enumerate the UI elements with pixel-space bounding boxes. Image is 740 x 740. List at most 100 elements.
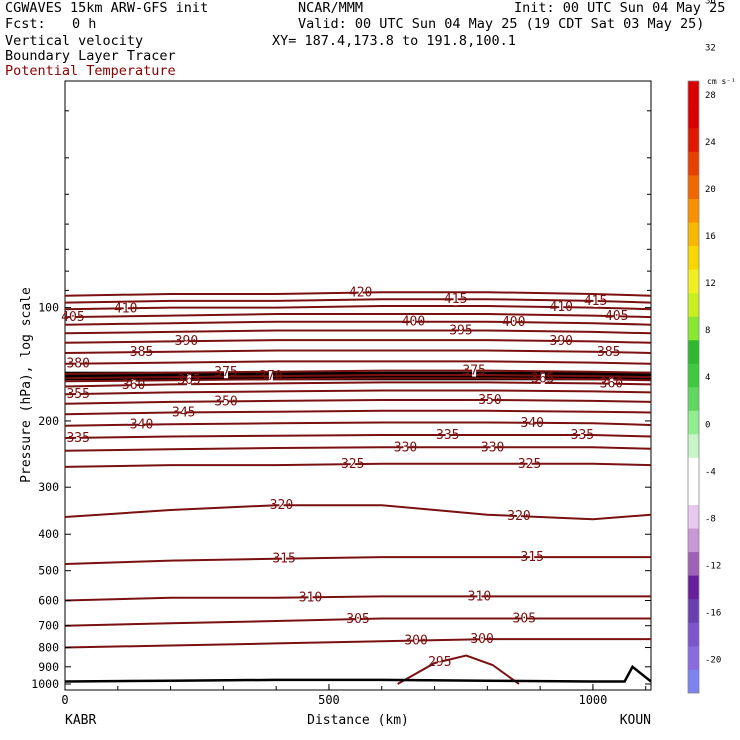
colorbar-swatch: [688, 245, 699, 270]
contour-label-400: 400: [502, 315, 525, 330]
contour-label-bg: [614, 310, 619, 323]
contour-label-bg: [437, 655, 442, 668]
contour-line-355: [64, 389, 652, 396]
model-title: CGWAVES 15km ARW-GFS init: [5, 0, 209, 16]
contour-line-395: [64, 329, 652, 335]
contour-line-305: [64, 617, 651, 627]
contour-label-360: 360: [122, 378, 145, 393]
cross-section-xy: XY= 187.4,173.8 to 191.8,100.1: [272, 33, 516, 49]
contour-label-390: 390: [175, 334, 198, 349]
contour-label-360: 360: [600, 377, 623, 392]
contour-label-bg: [458, 324, 463, 337]
contour-line-325: [64, 462, 652, 468]
contour-line-380: [64, 360, 652, 365]
colorbar-level-label: -8: [705, 514, 716, 524]
contour-label-345: 345: [172, 405, 195, 420]
y-axis-label: Pressure (hPa), log scale: [19, 287, 34, 483]
colorbar-level-label: 28: [705, 91, 716, 101]
contour-label-bg: [403, 441, 408, 454]
contour-label-315: 315: [272, 552, 295, 567]
contour-label-340: 340: [520, 416, 543, 431]
contour-label-410: 410: [114, 301, 137, 316]
contour-label-bg: [487, 394, 492, 407]
colorbar: -20 -16 -12 -8 -4 0 4 8 12 16 20 24 28 32 36: [687, 0, 721, 694]
contour-label-bg: [70, 311, 75, 324]
contour-label-bg: [224, 366, 229, 379]
colorbar-swatch: [688, 363, 699, 388]
theta-contours: 420 415 415 410 410 405 405 400 400 395 390 390 385 3…: [61, 286, 652, 685]
contour-label-bg: [559, 335, 564, 348]
contour-label-415: 415: [584, 294, 607, 309]
colorbar-level-label: 32: [705, 44, 716, 54]
colorbar-level-label: 24: [705, 138, 716, 148]
colorbar-swatch: [688, 292, 699, 317]
contour-line-350: [64, 399, 652, 405]
field-potential-temperature: Potential Temperature: [5, 63, 176, 79]
y-tick-label: 1000: [31, 677, 59, 691]
colorbar-swatch: [688, 645, 699, 670]
contour-label-bg: [540, 372, 545, 385]
contour-label-320: 320: [270, 498, 293, 513]
x-tick-label: 0: [61, 693, 68, 707]
contour-label-bg: [414, 634, 419, 647]
contour-label-310: 310: [468, 589, 491, 604]
contour-label-bg: [559, 301, 564, 314]
y-tick-label: 100: [38, 301, 59, 315]
contour-label-375: 375: [462, 364, 485, 379]
contour-label-bg: [580, 429, 585, 442]
colorbar-level-label: -16: [705, 609, 721, 619]
contour-line-385: [64, 349, 652, 354]
colorbar-swatch: [688, 222, 699, 247]
contour-line-295: [397, 654, 520, 685]
contour-label-325: 325: [518, 457, 541, 472]
forecast-hour: 0 h: [72, 16, 97, 32]
contour-label-415: 415: [444, 292, 467, 307]
contour-label-330: 330: [481, 440, 504, 455]
contour-line-330: [64, 446, 652, 452]
contour-label-395: 395: [449, 323, 472, 338]
colorbar-swatch: [688, 387, 699, 411]
org-label: NCAR/MMM: [298, 0, 364, 16]
contour-label-bg: [184, 335, 189, 348]
colorbar-swatch: [688, 669, 699, 694]
x-tick-label: 1000: [578, 693, 607, 707]
contour-label-bg: [609, 377, 614, 390]
contour-label-bg: [593, 295, 598, 308]
colorbar-swatch: [688, 269, 699, 294]
contour-label-405: 405: [61, 310, 84, 325]
contour-label-bg: [453, 293, 458, 306]
contour-label-bg: [527, 457, 532, 470]
colorbar-swatch: [688, 175, 699, 199]
colorbar-swatch: [688, 128, 699, 152]
contour-label-bg: [511, 316, 516, 329]
contour-label-bg: [530, 416, 535, 429]
endpoint-left: KABR: [65, 713, 96, 728]
colorbar-swatch: [688, 151, 699, 176]
contour-label-315: 315: [520, 550, 543, 565]
contour-label-325: 325: [341, 457, 364, 472]
contour-label-bg: [358, 286, 363, 299]
colorbar-swatch: [688, 504, 699, 529]
field-vertical-velocity: Vertical velocity: [5, 33, 144, 49]
y-tick-label: 300: [38, 480, 59, 494]
contour-label-bg: [472, 364, 477, 377]
colorbar-swatch: [688, 316, 699, 341]
contour-label-330: 330: [394, 440, 417, 455]
contour-label-355: 355: [66, 387, 89, 402]
contour-label-295: 295: [428, 655, 451, 670]
contour-line-320: [64, 504, 652, 521]
colorbar-level-label: -20: [705, 656, 721, 666]
contour-label-305: 305: [513, 612, 536, 627]
contour-line-415: [64, 298, 652, 304]
contour-label-bg: [477, 590, 482, 603]
colorbar-unit: cm s⁻¹: [707, 77, 736, 86]
colorbar-swatch: [688, 551, 699, 576]
colorbar-level-label: 12: [705, 279, 716, 289]
colorbar-level-label: 4: [705, 373, 710, 383]
contour-label-385: 385: [130, 345, 153, 360]
contour-label-365: 365: [177, 373, 200, 388]
contour-label-bg: [282, 552, 287, 565]
colorbar-swatch: [688, 339, 699, 364]
contour-label-bg: [224, 395, 229, 408]
x-tick-label: 500: [318, 693, 340, 707]
